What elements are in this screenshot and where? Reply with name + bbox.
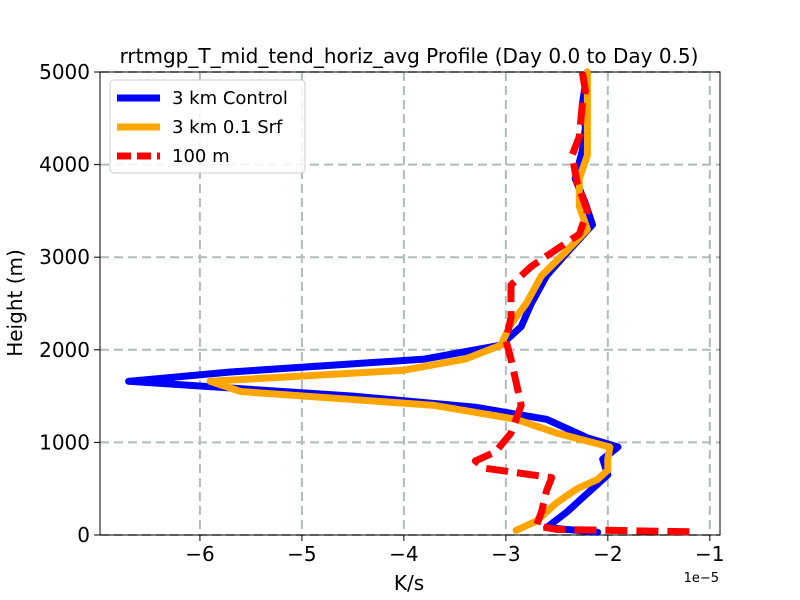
legend-label: 3 km 0.1 Srf: [172, 117, 283, 138]
x-tick-label: −3: [491, 542, 520, 566]
legend-label: 3 km Control: [172, 88, 288, 109]
x-tick-label: −6: [185, 542, 214, 566]
y-tick-label: 1000: [39, 430, 90, 454]
y-tick-label: 5000: [39, 60, 90, 84]
legend[interactable]: 3 km Control 3 km 0.1 Srf 100 m: [109, 79, 306, 174]
plot-frame: [99, 71, 721, 536]
series-group: [125, 68, 690, 536]
x-tick-label: −1: [695, 542, 724, 566]
x-offset-label: 1e−5: [684, 571, 719, 586]
series-line-3-km-0-1-srf: [206, 68, 614, 534]
y-tick-label: 2000: [39, 338, 90, 362]
y-axis-label: Height (m): [3, 249, 27, 357]
legend-box: [109, 79, 306, 174]
x-tick-label: −2: [593, 542, 622, 566]
x-tick-label: −4: [389, 542, 418, 566]
y-tick-label: 3000: [39, 245, 90, 269]
series-line-100-m: [471, 71, 690, 536]
y-tick-label: 4000: [39, 153, 90, 177]
x-tick-label: −5: [287, 542, 316, 566]
x-axis-label: K/s: [394, 571, 424, 595]
axes: −6 −5 −4 −3 −2 −1 0 1000 2000 3000 4000 5000: [39, 60, 724, 566]
chart-title: rrtmgp_T_mid_tend_horiz_avg Profile (Day…: [120, 44, 699, 68]
legend-label: 100 m: [172, 146, 230, 167]
y-tick-label: 0: [77, 523, 90, 547]
